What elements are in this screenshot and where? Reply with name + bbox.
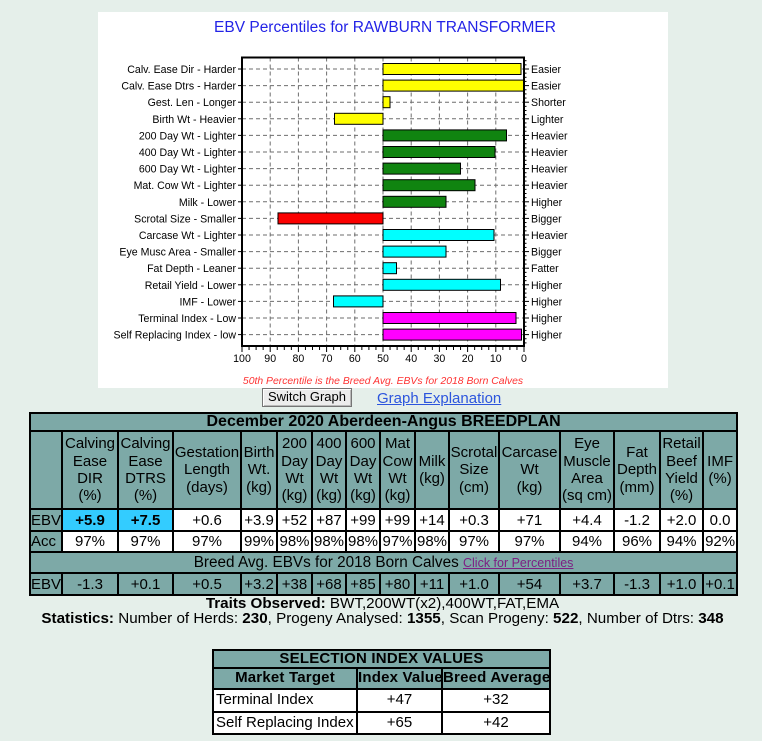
svg-text:90: 90 [264, 353, 276, 365]
svg-text:200 Day Wt - Lighter: 200 Day Wt - Lighter [139, 130, 237, 142]
svg-text:Lighter: Lighter [531, 114, 564, 126]
svg-text:400 Day Wt - Lighter: 400 Day Wt - Lighter [139, 147, 237, 159]
svg-text:Heavier: Heavier [531, 164, 568, 176]
svg-text:IMF - Lower: IMF - Lower [179, 296, 236, 308]
svg-text:30: 30 [434, 353, 446, 365]
svg-text:Self Replacing Index - low: Self Replacing Index - low [114, 330, 237, 342]
svg-text:Higher: Higher [531, 280, 563, 292]
svg-text:Higher: Higher [531, 313, 563, 325]
svg-text:Carcase Wt - Lighter: Carcase Wt - Lighter [139, 230, 237, 242]
svg-text:Higher: Higher [531, 197, 563, 209]
svg-text:Bigger: Bigger [531, 213, 562, 225]
svg-text:Higher: Higher [531, 296, 563, 308]
svg-text:Heavier: Heavier [531, 180, 568, 192]
svg-text:EBV Percentiles for RAWBURN TR: EBV Percentiles for RAWBURN TRANSFORMER [214, 19, 556, 36]
svg-text:70: 70 [321, 353, 333, 365]
svg-text:10: 10 [490, 353, 502, 365]
svg-text:Eye Musc Area - Smaller: Eye Musc Area - Smaller [119, 247, 236, 259]
svg-text:Heavier: Heavier [531, 230, 568, 242]
svg-text:Scrotal Size - Smaller: Scrotal Size - Smaller [134, 213, 236, 225]
svg-text:Easier: Easier [531, 81, 561, 93]
svg-text:40: 40 [405, 353, 417, 365]
svg-text:Gest. Len - Longer: Gest. Len - Longer [148, 97, 237, 109]
svg-text:Heavier: Heavier [531, 147, 568, 159]
svg-text:100: 100 [233, 353, 251, 365]
svg-text:Higher: Higher [531, 330, 563, 342]
svg-text:20: 20 [462, 353, 474, 365]
svg-text:Calv. Ease Dir - Harder: Calv. Ease Dir - Harder [127, 64, 236, 76]
svg-text:Easier: Easier [531, 64, 561, 76]
svg-text:50: 50 [377, 353, 389, 365]
svg-text:Mat. Cow Wt - Lighter: Mat. Cow Wt - Lighter [134, 180, 237, 192]
svg-text:Bigger: Bigger [531, 247, 562, 259]
svg-text:Heavier: Heavier [531, 130, 568, 142]
svg-text:60: 60 [349, 353, 361, 365]
svg-text:Fatter: Fatter [531, 263, 559, 275]
svg-text:Calv. Ease Dtrs - Harder: Calv. Ease Dtrs - Harder [121, 81, 236, 93]
svg-text:Retail Yield - Lower: Retail Yield - Lower [145, 280, 237, 292]
svg-text:0: 0 [521, 353, 527, 365]
svg-text:50th Percentile is the Breed A: 50th Percentile is the Breed Avg. EBVs f… [243, 376, 523, 387]
svg-text:Milk - Lower: Milk - Lower [179, 197, 237, 209]
svg-text:80: 80 [293, 353, 305, 365]
svg-text:Shorter: Shorter [531, 97, 566, 109]
svg-text:Fat Depth - Leaner: Fat Depth - Leaner [147, 263, 236, 275]
svg-text:Terminal Index - Low: Terminal Index - Low [138, 313, 236, 325]
svg-text:600 Day Wt - Lighter: 600 Day Wt - Lighter [139, 164, 237, 176]
svg-text:Birth Wt - Heavier: Birth Wt - Heavier [152, 114, 236, 126]
